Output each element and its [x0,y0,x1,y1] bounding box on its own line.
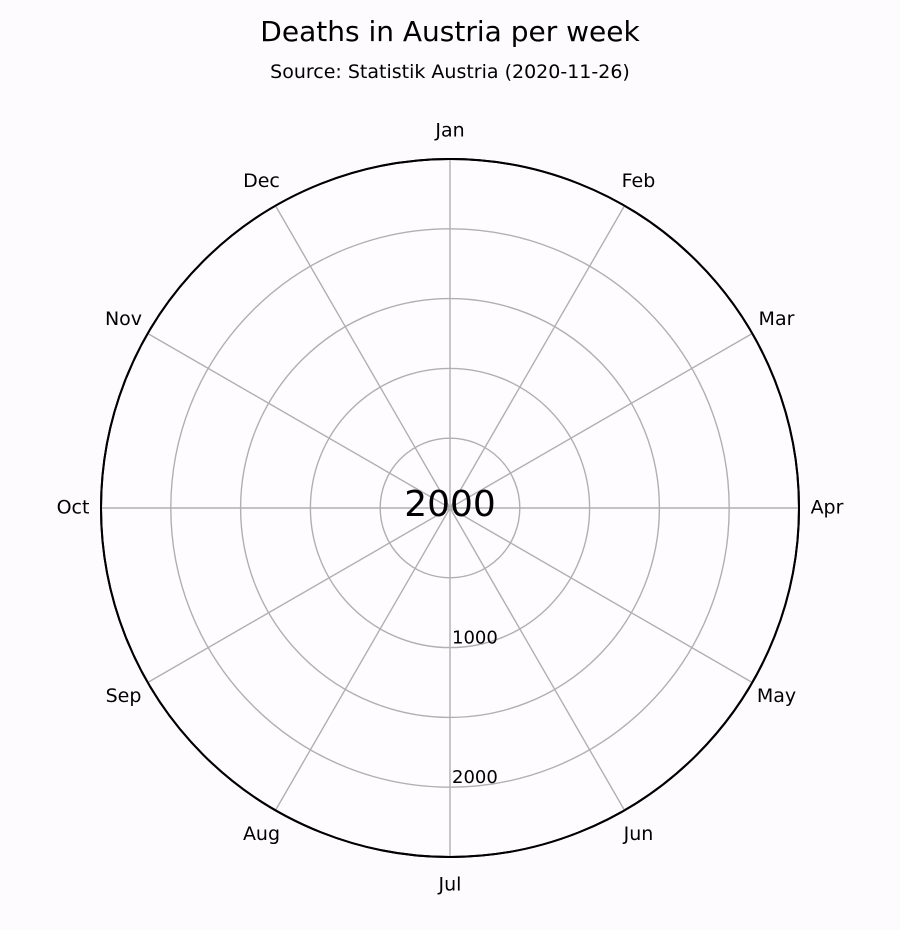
month-label-nov: Nov [105,308,142,330]
month-label-aug: Aug [243,823,280,845]
angular-gridlines [101,159,799,857]
angular-gridline [449,205,626,509]
month-label-oct: Oct [57,497,90,519]
chart-title: Deaths in Austria per week [260,15,640,48]
month-label-sep: Sep [106,685,142,707]
month-label-dec: Dec [243,170,280,192]
month-label-jan: Jan [434,120,464,142]
angular-gridline [449,507,753,684]
radial-tick-label: 2000 [452,767,498,788]
month-label-mar: Mar [759,308,795,330]
angular-gridline [449,507,626,811]
radial-tick-label: 1000 [452,628,498,649]
angular-gridline [274,507,451,811]
radial-tick-labels: 1000 2000 [452,628,498,789]
month-label-jun: Jun [623,823,654,845]
month-label-jul: Jul [438,874,462,896]
angular-gridline [147,507,451,684]
angular-gridline [274,205,451,509]
month-label-apr: Apr [811,497,844,519]
angular-tick-labels: Jan Feb Mar Apr May Jun Jul Aug Sep Oct Nov Dec [57,120,844,896]
month-label-feb: Feb [622,170,656,192]
chart-subtitle: Source: Statistik Austria (2020-11-26) [270,61,630,83]
center-year-label: 2000 [404,484,496,525]
angular-gridline [147,332,451,509]
polar-outer-border [100,158,800,858]
angular-gridline [449,332,753,509]
month-label-may: May [757,685,796,707]
